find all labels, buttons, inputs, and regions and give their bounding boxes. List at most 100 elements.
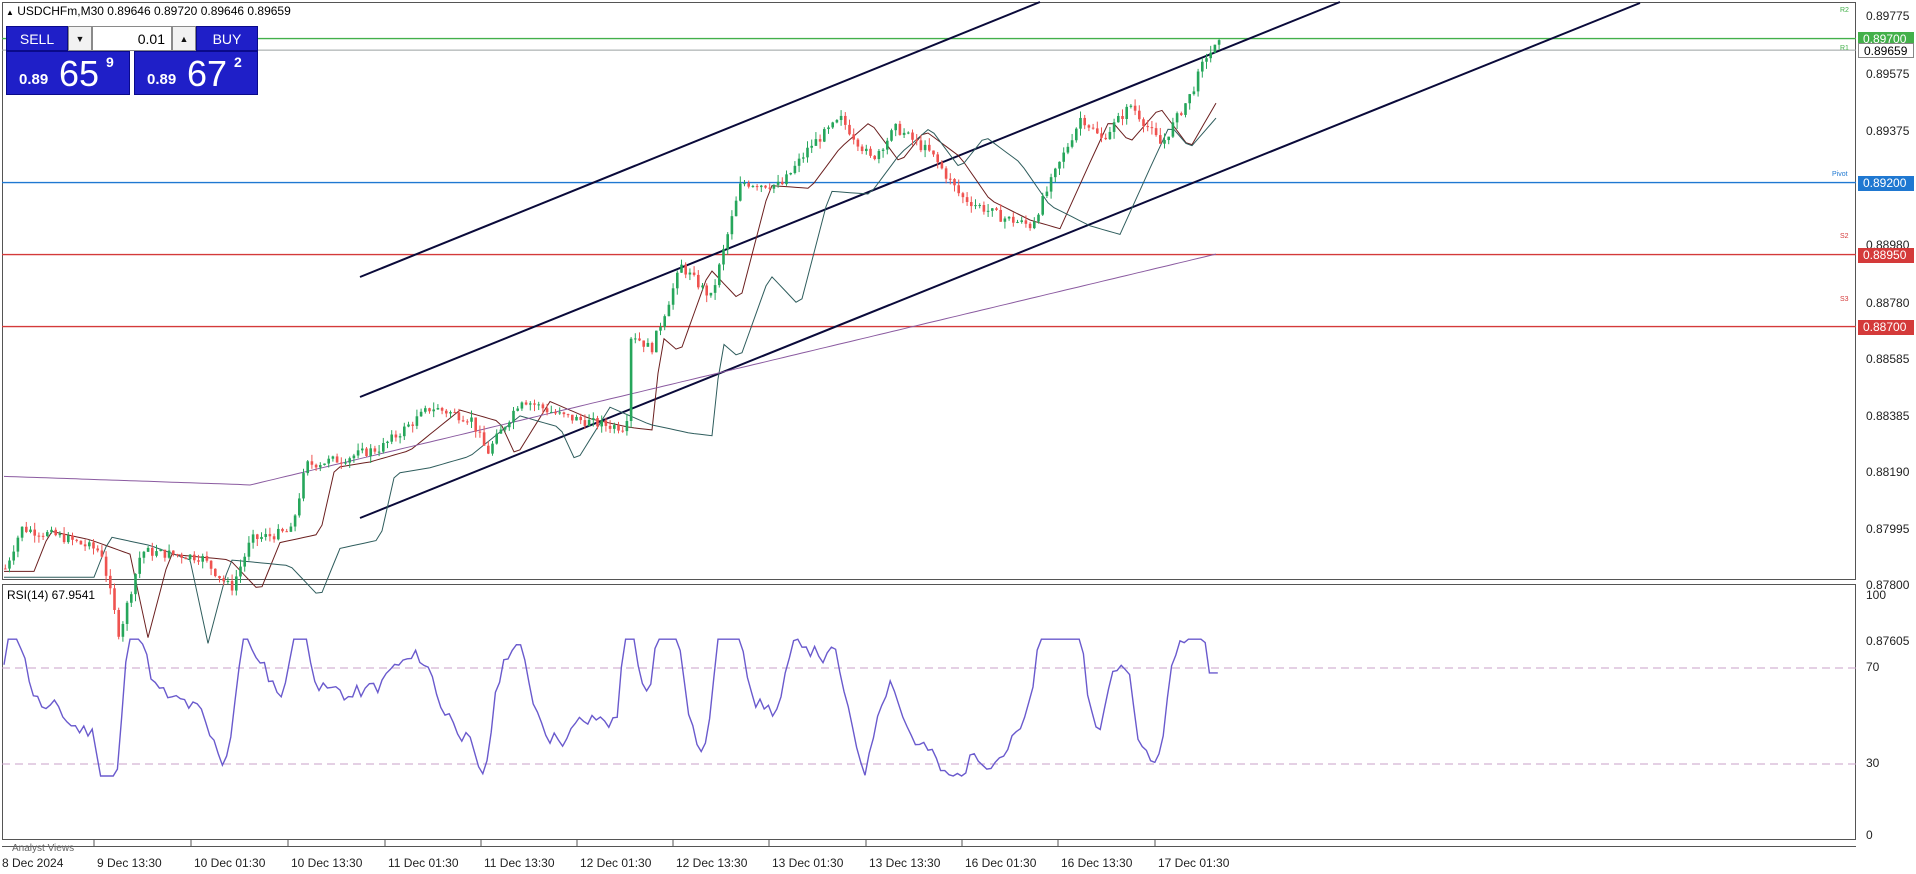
candle-body bbox=[936, 154, 939, 163]
candle-body bbox=[104, 556, 108, 576]
candle-body bbox=[323, 463, 326, 466]
candle-body bbox=[306, 461, 309, 474]
candle-body bbox=[457, 412, 461, 421]
candle-body bbox=[571, 414, 574, 421]
candle-body bbox=[453, 412, 456, 414]
candle-body bbox=[340, 462, 343, 464]
candle-body bbox=[1196, 71, 1200, 92]
candle-body bbox=[1028, 223, 1032, 229]
candle-body bbox=[411, 424, 414, 426]
candle-body bbox=[747, 183, 750, 187]
candle-body bbox=[482, 432, 486, 446]
candle-body bbox=[289, 526, 293, 532]
price-tick-label: 0.88385 bbox=[1866, 409, 1910, 424]
candle-body bbox=[1167, 136, 1170, 141]
candle-body bbox=[1007, 216, 1011, 219]
candle-body bbox=[121, 623, 125, 637]
analyst-views-label[interactable]: Analyst Views bbox=[12, 843, 75, 854]
candle-body bbox=[680, 264, 683, 273]
candle-body bbox=[831, 122, 834, 128]
candle-body bbox=[474, 417, 477, 432]
candle-body bbox=[508, 422, 511, 428]
candle-body bbox=[512, 410, 515, 423]
candle-body bbox=[550, 411, 553, 413]
channel-middle-line[interactable] bbox=[359, 1, 1341, 398]
candle-body bbox=[516, 408, 519, 411]
candle-body bbox=[415, 416, 419, 426]
lot-decrease-icon[interactable]: ▼ bbox=[68, 26, 92, 51]
candle-body bbox=[1041, 195, 1044, 215]
candle-body bbox=[201, 556, 204, 562]
sell-price-sup: 9 bbox=[106, 54, 114, 70]
time-tick-label: 16 Dec 13:30 bbox=[1061, 856, 1133, 870]
buy-price-box[interactable]: 0.89 67 2 bbox=[134, 51, 258, 95]
candle-body bbox=[940, 162, 944, 169]
candle-body bbox=[1033, 221, 1036, 229]
candle-body bbox=[764, 185, 767, 188]
candle-body bbox=[529, 403, 532, 405]
candle-body bbox=[1171, 122, 1175, 137]
candle-body bbox=[1205, 58, 1208, 62]
time-tick-label: 11 Dec 01:30 bbox=[388, 856, 459, 870]
candle-body bbox=[928, 144, 931, 151]
sell-button[interactable]: SELL bbox=[6, 26, 68, 51]
collapse-triangle-icon[interactable]: ▲ bbox=[6, 8, 14, 17]
candle-body bbox=[167, 550, 171, 558]
buy-button[interactable]: BUY bbox=[196, 26, 258, 51]
candle-body bbox=[760, 185, 763, 188]
candle-body bbox=[970, 202, 973, 207]
candle-body bbox=[953, 179, 956, 186]
candle-body bbox=[365, 448, 368, 456]
price-tick-label: 0.87800 bbox=[1866, 577, 1910, 592]
lot-size-input[interactable]: 0.01 bbox=[92, 26, 172, 51]
candle-body bbox=[1083, 117, 1086, 126]
candle-body bbox=[768, 187, 771, 189]
candle-body bbox=[634, 338, 637, 340]
candle-body bbox=[1058, 161, 1061, 169]
channel-lower-line[interactable] bbox=[359, 2, 1641, 519]
candle-body bbox=[667, 304, 671, 317]
candle-body bbox=[352, 455, 356, 459]
candle-body bbox=[327, 458, 330, 464]
candle-body bbox=[739, 183, 742, 201]
channel-upper-line[interactable] bbox=[359, 1, 1041, 278]
candle-body bbox=[961, 193, 965, 198]
candle-body bbox=[16, 537, 20, 552]
sell-price-box[interactable]: 0.89 65 9 bbox=[6, 51, 130, 95]
buy-price-big: 67 bbox=[187, 53, 228, 94]
candle-body bbox=[575, 416, 578, 421]
candle-body bbox=[793, 165, 797, 174]
symbol-header: ▲ USDCHFm,M30 0.89646 0.89720 0.89646 0.… bbox=[6, 4, 291, 18]
candle-body bbox=[184, 557, 188, 560]
candle-body bbox=[730, 216, 734, 235]
candle-body bbox=[650, 342, 654, 353]
candle-body bbox=[772, 184, 776, 189]
candle-body bbox=[428, 408, 431, 412]
level-price-tag: 0.88700 bbox=[1858, 319, 1914, 335]
level-caption: S2 bbox=[1840, 233, 1849, 240]
candle-body bbox=[46, 532, 49, 537]
candle-body bbox=[638, 338, 641, 341]
candle-body bbox=[915, 139, 918, 141]
candle-body bbox=[20, 526, 24, 538]
level-caption: R2 bbox=[1840, 7, 1849, 14]
candle-body bbox=[1163, 140, 1166, 144]
rsi-tick-label: 100 bbox=[1866, 588, 1887, 602]
lot-increase-icon[interactable]: ▲ bbox=[172, 26, 196, 51]
candle-body bbox=[348, 458, 351, 463]
candle-body bbox=[50, 529, 53, 533]
candle-body bbox=[1100, 133, 1103, 138]
candle-body bbox=[558, 412, 561, 414]
candle-body bbox=[587, 419, 591, 426]
candle-body bbox=[256, 534, 259, 540]
level-price-tag: 0.89200 bbox=[1858, 175, 1914, 191]
trend-channel[interactable] bbox=[359, 1, 1641, 519]
rsi-tick-label: 70 bbox=[1866, 660, 1880, 674]
rsi-line bbox=[3, 638, 1218, 777]
price-tick-label: 0.89575 bbox=[1866, 66, 1910, 81]
candle-body bbox=[487, 445, 490, 454]
time-tick-label: 12 Dec 01:30 bbox=[580, 856, 652, 870]
candle-body bbox=[159, 549, 162, 552]
candle-body bbox=[243, 556, 246, 567]
